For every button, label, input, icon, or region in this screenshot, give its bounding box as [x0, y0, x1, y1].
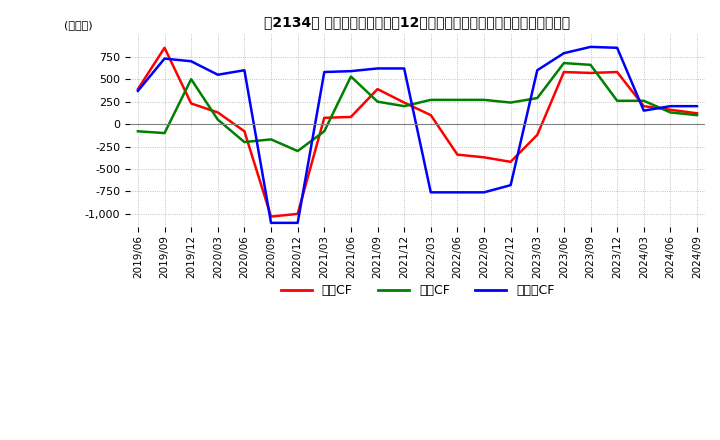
フリーCF [613, 45, 621, 51]
営業CF [693, 111, 701, 116]
投資CF [639, 98, 648, 103]
フリーCF [666, 103, 675, 109]
営業CF [639, 103, 648, 109]
フリーCF [134, 88, 143, 94]
投資CF [426, 97, 435, 103]
フリーCF [639, 108, 648, 113]
営業CF [213, 110, 222, 115]
フリーCF [400, 66, 408, 71]
Line: フリーCF: フリーCF [138, 47, 697, 223]
営業CF [320, 115, 328, 121]
投資CF [666, 110, 675, 115]
投資CF [506, 100, 515, 105]
Line: 投資CF: 投資CF [138, 63, 697, 151]
Line: 営業CF: 営業CF [138, 48, 697, 216]
フリーCF [453, 190, 462, 195]
投資CF [453, 97, 462, 103]
フリーCF [426, 190, 435, 195]
Title: 　2134、 キャッシュフローの12か月移動合計の対前年同期増減額の推移: 2134、 キャッシュフローの12か月移動合計の対前年同期増減額の推移 [264, 15, 570, 29]
フリーCF [559, 51, 568, 56]
フリーCF [240, 68, 248, 73]
投資CF [693, 113, 701, 118]
フリーCF [506, 183, 515, 188]
フリーCF [187, 59, 196, 64]
営業CF [187, 101, 196, 106]
フリーCF [346, 69, 355, 74]
フリーCF [533, 68, 541, 73]
投資CF [613, 98, 621, 103]
フリーCF [586, 44, 595, 50]
投資CF [266, 137, 275, 142]
投資CF [240, 139, 248, 145]
営業CF [400, 100, 408, 105]
営業CF [559, 70, 568, 75]
営業CF [613, 70, 621, 75]
営業CF [506, 159, 515, 165]
フリーCF [266, 220, 275, 226]
営業CF [240, 128, 248, 134]
フリーCF [373, 66, 382, 71]
営業CF [373, 86, 382, 92]
投資CF [293, 148, 302, 154]
営業CF [426, 113, 435, 118]
投資CF [320, 128, 328, 134]
営業CF [480, 155, 488, 160]
Y-axis label: (百万円): (百万円) [64, 21, 92, 30]
投資CF [373, 99, 382, 104]
投資CF [559, 60, 568, 66]
営業CF [134, 86, 143, 92]
投資CF [213, 117, 222, 122]
投資CF [480, 97, 488, 103]
営業CF [666, 107, 675, 112]
営業CF [266, 214, 275, 219]
営業CF [293, 211, 302, 216]
フリーCF [480, 190, 488, 195]
Legend: 営業CF, 投資CF, フリーCF: 営業CF, 投資CF, フリーCF [276, 279, 559, 302]
投資CF [346, 74, 355, 79]
営業CF [161, 45, 169, 51]
営業CF [346, 114, 355, 120]
フリーCF [213, 72, 222, 77]
投資CF [400, 103, 408, 109]
投資CF [161, 130, 169, 136]
投資CF [187, 77, 196, 82]
投資CF [586, 62, 595, 67]
フリーCF [693, 103, 701, 109]
フリーCF [293, 220, 302, 226]
投資CF [533, 95, 541, 101]
投資CF [134, 128, 143, 134]
営業CF [453, 152, 462, 157]
営業CF [586, 70, 595, 76]
営業CF [533, 132, 541, 138]
フリーCF [161, 56, 169, 61]
フリーCF [320, 70, 328, 75]
